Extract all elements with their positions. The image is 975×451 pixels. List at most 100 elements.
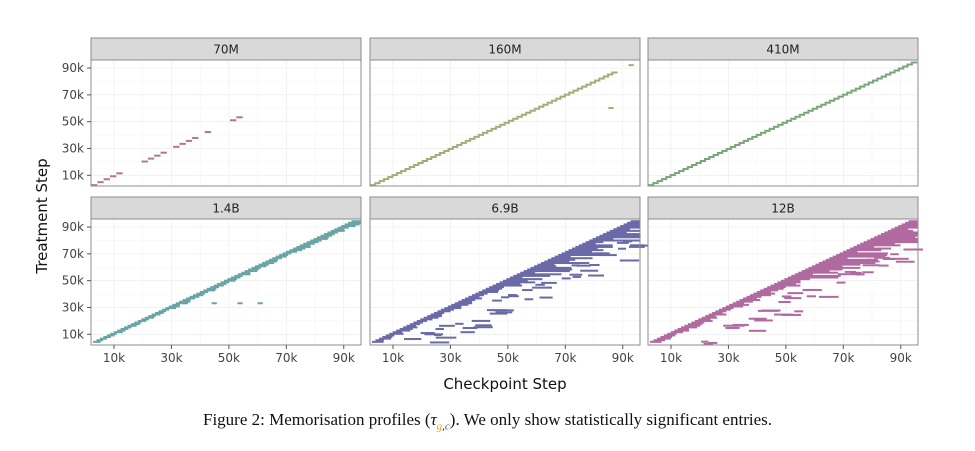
x-tick-label: 30k [439,351,461,365]
heatmap-cell [400,170,407,173]
heatmap-cell [551,257,593,260]
heatmap-cell [378,337,392,340]
heatmap-cell [435,327,444,330]
heatmap-cell [578,244,613,247]
heatmap-cell [520,113,528,116]
heatmap-cell [248,268,259,271]
heatmap-cell [743,297,757,300]
heatmap-cell [513,274,551,277]
heatmap-cell [715,310,727,313]
x-tick-label: 70k [554,351,576,365]
heatmap-cell [627,221,640,224]
heatmap-cell [103,178,110,181]
heatmap-cell [462,327,478,330]
heatmap-cell [606,231,627,234]
heatmap-cell [701,316,718,319]
heatmap-cell [443,149,450,152]
heatmap-cell [698,318,711,321]
heatmap-cell [561,277,571,280]
heatmap-cell [168,305,180,308]
heatmap-cell [781,313,802,316]
x-tick-label: 90k [890,351,912,365]
panel-border [369,218,641,346]
heatmap-cell [461,299,476,302]
heatmap-cell [351,220,361,223]
heatmap-cell [494,309,507,312]
heatmap-cell [516,115,523,118]
heatmap-cell [99,337,107,340]
heatmap-cell [568,249,604,252]
y-tick-label: 10k [62,168,84,182]
heatmap-cell [781,295,792,298]
heatmap-cell [629,245,645,248]
heatmap-cell [816,105,823,108]
heatmap-cell [874,236,916,239]
heatmap-cell [106,334,115,337]
heatmap-cell [841,93,849,96]
heatmap-cell [628,64,634,67]
heatmap-cell [374,182,381,185]
heatmap-cell [686,166,694,169]
heatmap-cells [370,64,634,187]
heatmap-cell [777,281,801,284]
y-tick-label: 30k [62,300,84,314]
heatmap-cell [558,253,608,256]
heatmap-cell [620,225,640,228]
heatmap-cell [678,170,685,173]
heatmap-cell [588,274,605,277]
heatmap-cell [408,166,416,169]
heatmap-cell [760,131,767,134]
heatmap-cell [656,180,663,183]
panel-border [90,59,362,187]
heatmap-cell [738,141,745,144]
heatmap-cell [516,273,562,276]
heatmap-cell [839,252,888,255]
heatmap-cell [559,95,566,98]
heatmap-cell [482,131,489,134]
heatmap-cell [227,278,238,281]
heatmap-cell [746,295,762,298]
heatmap-cell [541,281,557,284]
heatmap-cell [141,318,149,321]
heatmap-cell [860,242,895,245]
heatmap-cell [385,334,395,337]
heatmap-cell [522,289,533,292]
heatmap-cell [413,164,420,167]
heatmap-cell [413,321,424,324]
heatmap-cell [382,336,393,339]
heatmap-cell [116,172,123,175]
heatmap-cell [889,71,896,74]
heatmap-cell [691,321,705,324]
heatmap-cell [91,184,98,187]
heatmap-cell [486,129,493,132]
heatmap-cell [837,273,860,276]
heatmap-cell [667,332,677,335]
heatmap-cell [790,117,797,120]
heatmap-cell [694,319,713,322]
heatmap-cell [747,137,754,140]
heatmap-cell [878,264,889,267]
heatmap-cell [451,145,459,148]
y-tick-label: 50k [62,115,84,129]
heatmap-cell [127,324,137,327]
heatmap-cell [375,339,384,342]
heatmap-cell [110,332,117,335]
heatmap-cell [808,266,861,269]
heatmap-cell [708,341,718,344]
heatmap-cell [807,109,814,112]
heatmap-cell [544,260,570,263]
heatmap-cell [699,160,707,163]
heatmap-cell [630,220,640,223]
heatmap-cell [496,282,521,285]
heatmap-cell [417,162,424,165]
heatmap-cell [535,283,545,286]
heatmap-cell [902,238,914,241]
heatmap-cell [475,292,488,295]
heatmap-cell [753,292,776,295]
facet-label: 1.4B [212,202,239,216]
heatmap-cell [409,323,421,326]
heatmap-cell [492,284,522,287]
heatmap-cell [509,276,523,279]
heatmap-cell [801,270,830,273]
heatmap-cell [594,79,601,82]
